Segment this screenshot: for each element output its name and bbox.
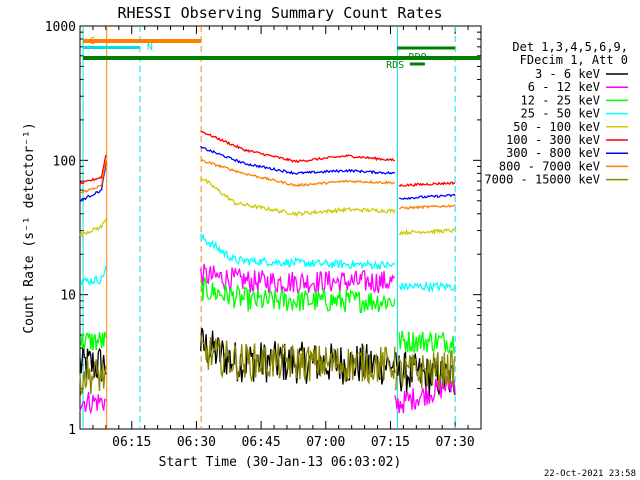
legend-label: 25 - 50 keV bbox=[521, 107, 600, 121]
legend-label: 3 - 6 keV bbox=[535, 67, 600, 81]
x-axis-label: Start Time (30-Jan-13 06:03:02) bbox=[159, 455, 402, 470]
x-tick-label: 07:15 bbox=[371, 435, 410, 450]
footer-date: 22-Oct-2021 23:58 bbox=[544, 469, 636, 479]
legend-header-line-2: FDecim 1, Att 0 bbox=[520, 53, 628, 67]
legend-label: 800 - 7000 keV bbox=[499, 159, 600, 173]
series-line-9 bbox=[79, 332, 456, 396]
series-line-7 bbox=[79, 145, 456, 202]
series-line-8 bbox=[79, 159, 456, 210]
series-line-2 bbox=[79, 263, 456, 415]
series-line-6 bbox=[79, 130, 456, 188]
y-tick-label: 100 bbox=[53, 154, 76, 169]
plot-frame bbox=[79, 25, 482, 430]
legend-header-line-1: Det 1,3,4,5,6,9, bbox=[512, 40, 628, 54]
legend-label: 300 - 800 keV bbox=[506, 146, 600, 160]
flag-label-RDS: RDS bbox=[386, 60, 404, 71]
chart-title: RHESSI Observing Summary Count Rates bbox=[117, 4, 442, 22]
legend-label: 50 - 100 keV bbox=[513, 120, 600, 134]
y-tick-label: 1000 bbox=[45, 20, 76, 35]
x-tick-label: 06:30 bbox=[177, 435, 216, 450]
legend-label: 7000 - 15000 keV bbox=[484, 173, 600, 187]
x-tick-label: 06:15 bbox=[112, 435, 151, 450]
y-tick-label: 10 bbox=[60, 289, 76, 304]
legend-label: 100 - 300 keV bbox=[506, 133, 600, 147]
series-line-4 bbox=[79, 233, 456, 293]
series-line-5 bbox=[79, 177, 456, 238]
series-line-3 bbox=[79, 276, 456, 355]
x-tick-label: 07:30 bbox=[436, 435, 475, 450]
x-tick-label: 06:45 bbox=[242, 435, 281, 450]
legend-label: 6 - 12 keV bbox=[528, 80, 600, 94]
y-tick-label: 1 bbox=[68, 423, 76, 438]
flag-label-N: N bbox=[147, 42, 153, 53]
legend-label: 12 - 25 keV bbox=[521, 93, 600, 107]
flag-label-S: S bbox=[90, 36, 96, 47]
y-axis-label: Count Rate (s⁻¹ detector⁻¹) bbox=[22, 122, 37, 333]
x-tick-label: 07:00 bbox=[306, 435, 345, 450]
